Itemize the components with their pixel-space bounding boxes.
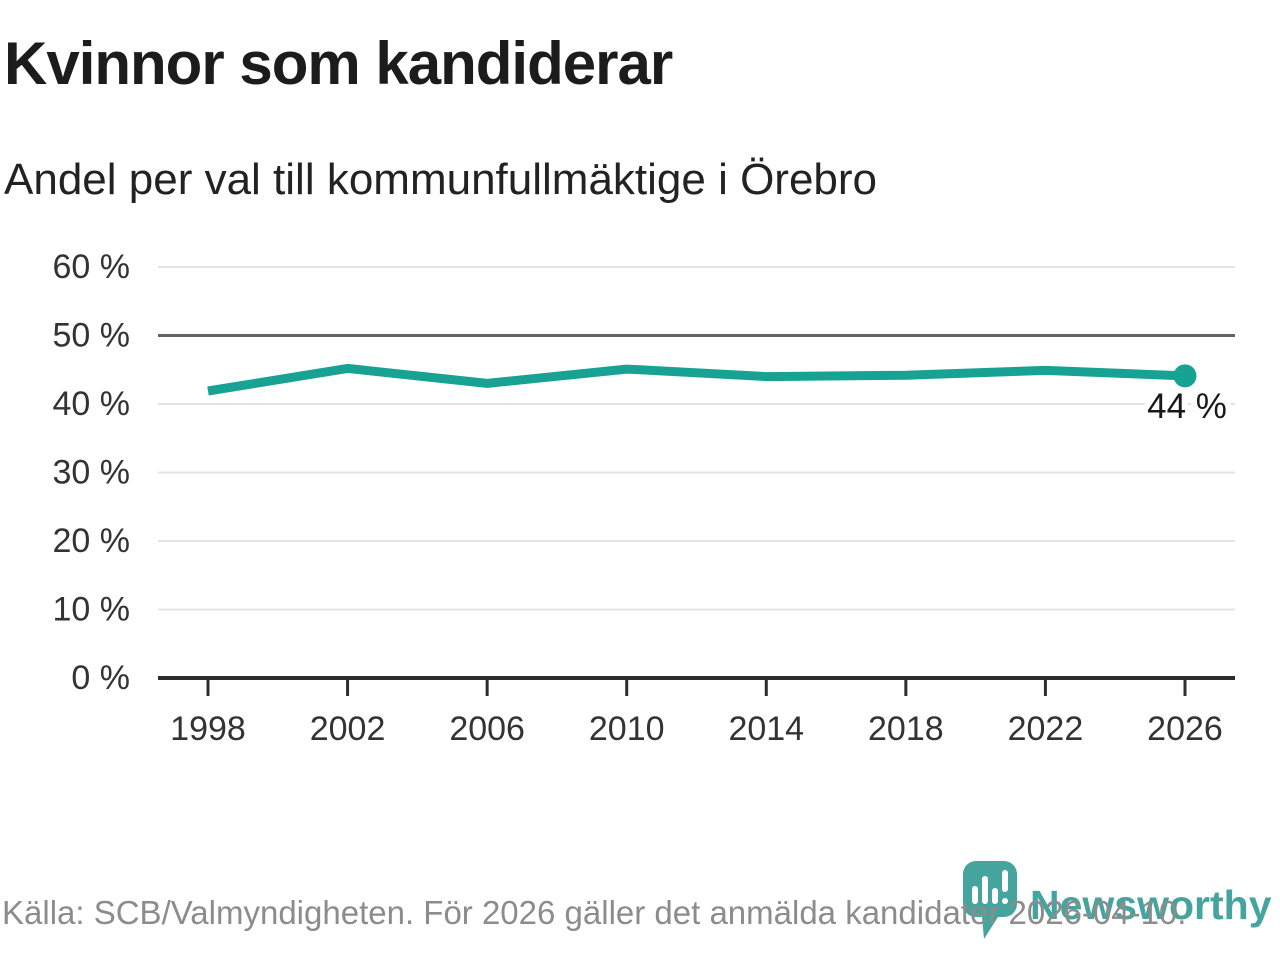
y-tick-label: 50 % xyxy=(53,317,131,355)
y-tick-label: 20 % xyxy=(53,522,131,560)
y-tick-label: 60 % xyxy=(53,248,131,286)
source-note: Källa: SCB/Valmyndigheten. För 2026 gäll… xyxy=(2,894,1187,931)
x-tick-label: 2010 xyxy=(589,710,665,748)
x-tick-label: 2026 xyxy=(1147,710,1223,748)
x-tick-label: 2002 xyxy=(310,710,386,748)
newsworthy-logo-text: Newsworthy xyxy=(1030,882,1272,928)
y-tick-label: 30 % xyxy=(53,454,131,492)
x-tick-label: 2018 xyxy=(868,710,944,748)
x-tick-label: 2022 xyxy=(1008,710,1084,748)
newsworthy-pin-barchart-icon xyxy=(963,861,1017,939)
y-tick-label: 10 % xyxy=(53,591,131,629)
page-subtitle: Andel per val till kommunfullmäktige i Ö… xyxy=(4,155,878,204)
end-value-label: 44 % xyxy=(1147,387,1227,426)
end-point-marker xyxy=(1173,364,1197,388)
y-tick-label: 40 % xyxy=(53,385,131,423)
x-tick-label: 1998 xyxy=(170,710,246,748)
page-title: Kvinnor som kandiderar xyxy=(4,30,673,97)
x-tick-label: 2014 xyxy=(728,710,804,748)
x-tick-label: 2006 xyxy=(449,710,525,748)
trend-line xyxy=(207,363,1186,396)
y-tick-label: 0 % xyxy=(71,659,130,697)
